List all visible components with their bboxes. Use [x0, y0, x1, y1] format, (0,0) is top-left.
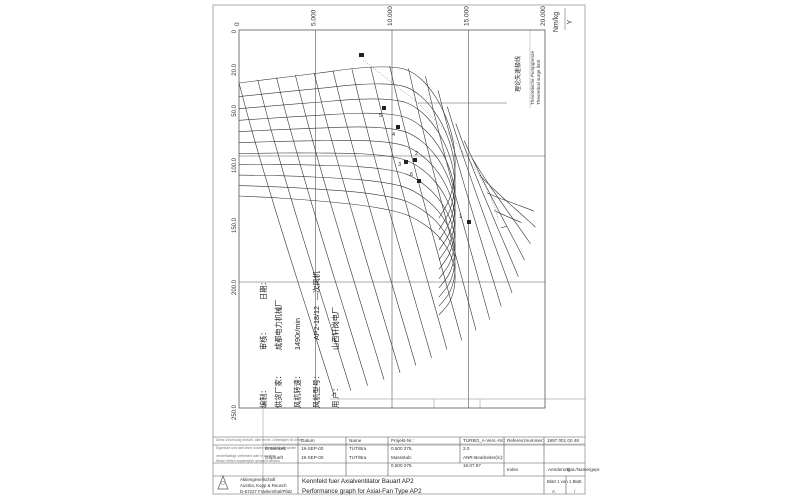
svg-text:/: / [574, 489, 576, 494]
svg-text:15.000: 15.000 [464, 6, 471, 26]
svg-text:审核：: 审核： [259, 328, 268, 350]
svg-text:0: 0 [232, 29, 238, 33]
svg-text:风机型号：: 风机型号： [312, 372, 321, 408]
svg-text:1490r/min: 1490r/min [293, 318, 302, 350]
svg-text:100.0: 100.0 [232, 157, 238, 173]
svg-text:D-67227 Frankenthal/Pfalz: D-67227 Frankenthal/Pfalz [240, 489, 292, 494]
svg-text:20.0: 20.0 [232, 63, 238, 75]
svg-text:Theoretische Pumpgrenze: Theoretische Pumpgrenze [530, 51, 535, 105]
svg-text:TUT/Bra: TUT/Bra [349, 455, 367, 460]
svg-text:Projekt-Nr.:: Projekt-Nr.: [391, 438, 414, 443]
svg-text:Geprueft: Geprueft [265, 455, 284, 460]
svg-text:Kennfeld fuer Axialventilator: Kennfeld fuer Axialventilator Bauart AP2 [302, 478, 414, 485]
svg-text:TUT/Bra: TUT/Bra [349, 446, 367, 451]
svg-text:Theoretical surge limit: Theoretical surge limit [536, 59, 541, 105]
svg-text:Nm/kg: Nm/kg [553, 12, 560, 32]
svg-text:0: 0 [234, 22, 241, 26]
svg-text:1997 001 00 48: 1997 001 00 48 [547, 438, 579, 443]
svg-text:用 户：: 用 户： [331, 384, 340, 408]
svg-text:5.000: 5.000 [311, 9, 318, 26]
svg-text:Diese Zeichnung einschl. aller: Diese Zeichnung einschl. aller techn. Un… [216, 438, 304, 442]
svg-text:Dat./Name/gepr.: Dat./Name/gepr. [567, 467, 600, 472]
svg-text:Name: Name [349, 438, 362, 443]
svg-text:AP2-18/12: AP2-18/12 [312, 306, 321, 340]
svg-text:2: 2 [415, 151, 418, 157]
svg-text:200.0: 200.0 [232, 279, 238, 295]
svg-text:10.000: 10.000 [387, 6, 394, 26]
svg-text:Performance graph for Axial-Fa: Performance graph for Axial-Fan Type AP2 [302, 488, 422, 495]
svg-text:Referenznummer:: Referenznummer: [507, 438, 544, 443]
svg-text:风机转速：: 风机转速： [293, 372, 302, 408]
svg-text:Blatt 1 von 1 Blatt: Blatt 1 von 1 Blatt [547, 479, 582, 484]
svg-text:150.0: 150.0 [232, 217, 238, 233]
svg-text:Y: Y [567, 19, 574, 24]
svg-text:ANR-Bearbeiter(in):: ANR-Bearbeiter(in): [463, 455, 503, 460]
svg-text:20.000: 20.000 [540, 6, 547, 26]
svg-text:TURBO_A-Vers.-Nr.:: TURBO_A-Vers.-Nr.: [463, 438, 505, 443]
svg-text:Massstab:: Massstab: [391, 455, 412, 460]
svg-text:成都电力机械厂: 成都电力机械厂 [274, 300, 283, 350]
svg-text:1: 1 [459, 214, 462, 220]
svg-text:山西轩岗电厂: 山西轩岗电厂 [331, 307, 340, 350]
svg-text:A: A [552, 489, 555, 494]
svg-text:0.500 275.: 0.500 275. [391, 446, 413, 451]
svg-text:50.0: 50.0 [232, 104, 238, 116]
svg-text:Austria, Kopp & Reusch: Austria, Kopp & Reusch [240, 483, 287, 488]
svg-text:4: 4 [392, 132, 395, 138]
svg-text:Index: Index [507, 467, 519, 472]
svg-text:250.0: 250.0 [232, 404, 238, 420]
svg-text:理论失速极线: 理论失速极线 [514, 56, 522, 92]
svg-text:3: 3 [398, 162, 401, 168]
svg-text:Aktiengesellschaft: Aktiengesellschaft [240, 477, 276, 482]
svg-text:5: 5 [379, 113, 382, 119]
svg-text:6: 6 [410, 172, 413, 178]
svg-text:编制：: 编制： [259, 386, 268, 408]
svg-text:日期：: 日期： [259, 278, 268, 300]
svg-text:—次风机: —次风机 [312, 270, 321, 300]
svg-text:0.500 275.: 0.500 275. [391, 463, 413, 468]
svg-text:16.07.97: 16.07.97 [463, 463, 481, 468]
svg-text:2.0: 2.0 [463, 446, 470, 451]
svg-text:19-SEP-00: 19-SEP-00 [301, 455, 324, 460]
svg-text:供货厂家：: 供货厂家： [274, 372, 283, 408]
svg-text:Datum: Datum [301, 438, 315, 443]
svg-text:Entwickelt: Entwickelt [265, 446, 286, 451]
svg-text:19-SEP-00: 19-SEP-00 [301, 446, 324, 451]
